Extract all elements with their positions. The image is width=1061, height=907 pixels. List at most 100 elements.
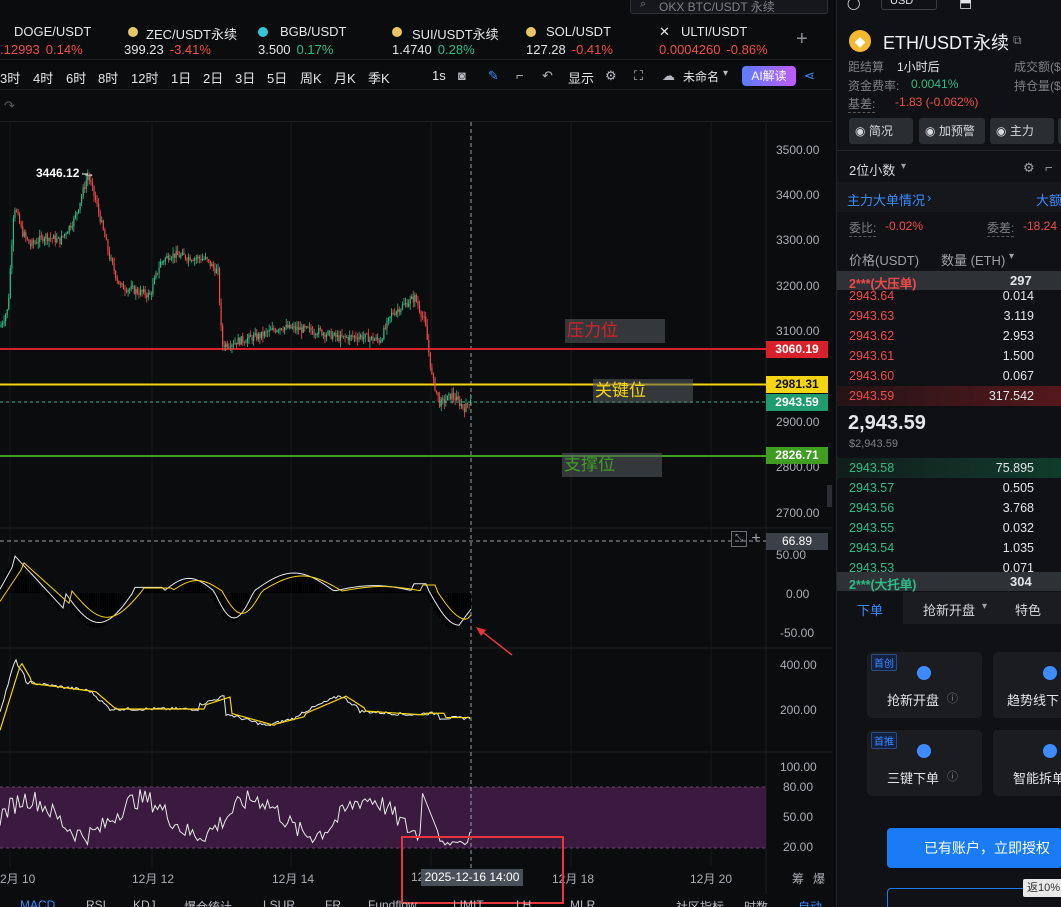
authorize-button[interactable]: 已有账户，立即授权: [887, 828, 1061, 868]
ask-row[interactable]: 2943.59 317.542: [849, 386, 1061, 406]
time-toggle[interactable]: 时数: [744, 900, 769, 907]
bid-row[interactable]: 2943.58 75.895: [849, 458, 1061, 478]
ask-row[interactable]: 2943.63 3.119: [849, 306, 1061, 326]
bid-row[interactable]: 2943.56 3.768: [849, 498, 1061, 518]
tab-features[interactable]: 特色: [1015, 603, 1042, 618]
tf-quarter[interactable]: 季K: [368, 71, 390, 86]
large-order-link[interactable]: 大额: [1036, 193, 1061, 208]
select-icon[interactable]: ⌐: [516, 68, 524, 83]
layout-selector[interactable]: 未命名: [683, 70, 720, 84]
expand-icon[interactable]: ⌐: [1045, 160, 1053, 175]
currency-selector[interactable]: USD: [881, 0, 937, 10]
candle-body: [203, 258, 205, 260]
candle-body: [364, 333, 366, 338]
ask-row[interactable]: 2943.61 1.500: [849, 346, 1061, 366]
feature-card-trendline[interactable]: 趋势线下: [993, 652, 1061, 718]
tab-rsi[interactable]: RSI: [86, 898, 107, 907]
ask-row[interactable]: 2943.60 0.067: [849, 366, 1061, 386]
settings-icon[interactable]: ⚙: [1023, 160, 1035, 175]
big-order-link[interactable]: 主力大单情况: [847, 193, 926, 208]
candle-body: [85, 180, 87, 189]
candle-body: [358, 336, 360, 340]
tf-3h[interactable]: 3时: [0, 71, 21, 86]
pair-title[interactable]: ETH/USDT永续: [883, 33, 1009, 53]
tab-fundflow[interactable]: Fundflow: [368, 898, 417, 907]
tab-kdj[interactable]: KDJ: [133, 898, 156, 907]
tf-1d[interactable]: 1日: [171, 71, 192, 86]
fullscreen-icon[interactable]: ⛶: [634, 68, 644, 83]
display-button[interactable]: 显示: [568, 71, 595, 86]
search-input[interactable]: OKX BTC/USDT 永续: [630, 0, 828, 14]
tf-4h[interactable]: 4时: [33, 71, 54, 86]
feature-card-new-listing[interactable]: 首创 抢新开盘 ⓘ: [867, 652, 982, 718]
alert-button[interactable]: ◉ 加预警: [919, 118, 985, 144]
support-annotation[interactable]: 支撑位: [562, 453, 662, 477]
key-level-annotation[interactable]: 关键位: [593, 379, 693, 403]
share-icon[interactable]: ⋖: [804, 68, 815, 83]
resistance-annotation[interactable]: 压力位: [565, 319, 665, 343]
camera-icon[interactable]: ◙: [458, 68, 466, 83]
main-force-button[interactable]: ◉ 主力: [990, 118, 1054, 144]
col-qty-header[interactable]: 数量 (ETH): [941, 253, 1006, 268]
tab-limit[interactable]: LIMIT: [453, 898, 484, 907]
overview-button[interactable]: ◉ 简况: [849, 118, 913, 144]
settings-icon[interactable]: ⚙: [605, 68, 617, 83]
macd-bar: [20, 565, 23, 593]
redo-icon[interactable]: ↷: [4, 98, 15, 113]
macd-bar: [106, 593, 109, 624]
candle-body: [307, 326, 309, 328]
tab-mlr[interactable]: MLR: [570, 898, 596, 907]
ai-interpret-button[interactable]: AI解读: [742, 66, 796, 86]
add-indicator-icon[interactable]: +: [751, 530, 761, 547]
tf-12h[interactable]: 12时: [131, 71, 159, 86]
tab-lsur[interactable]: LSUR: [263, 898, 296, 907]
user-icon[interactable]: ◯: [847, 0, 861, 10]
resize-icon[interactable]: ⤡: [731, 531, 747, 547]
tf-6h[interactable]: 6时: [66, 71, 87, 86]
feature-card-smart-split[interactable]: 智能拆单: [993, 730, 1061, 796]
pencil-icon[interactable]: ✎: [488, 68, 499, 83]
feature-card-three-key[interactable]: 首推 三键下单 ⓘ: [867, 730, 982, 796]
tf-5d[interactable]: 5日: [267, 71, 288, 86]
macd-bar: [196, 582, 199, 593]
add-ticker-icon[interactable]: +: [796, 28, 808, 50]
more-button[interactable]: [1058, 118, 1061, 144]
chip-distribution-toggle[interactable]: 筹: [792, 872, 805, 886]
tf-week[interactable]: 周K: [300, 71, 322, 86]
decimal-selector[interactable]: 2位小数: [849, 163, 896, 178]
undo-icon[interactable]: ↶: [542, 68, 553, 83]
tf-8h[interactable]: 8时: [98, 71, 119, 86]
download-icon[interactable]: ⬒: [959, 0, 973, 10]
tf-3d[interactable]: 3日: [235, 71, 256, 86]
macd-bar: [416, 585, 419, 593]
tf-month[interactable]: 月K: [334, 71, 356, 86]
tab-place-order[interactable]: 下单: [857, 603, 884, 618]
tab-macd[interactable]: MACD: [20, 898, 56, 907]
help-icon[interactable]: ⓘ: [947, 693, 958, 705]
community-indicator-button[interactable]: 社区指标: [676, 900, 725, 907]
macd-bar: [163, 589, 166, 593]
indicator-axis-label: 400.00: [780, 658, 817, 672]
ask-row[interactable]: 2943.62 2.953: [849, 326, 1061, 346]
liquidation-toggle[interactable]: 爆: [813, 872, 826, 886]
bid-row[interactable]: 2943.57 0.505: [849, 478, 1061, 498]
tf-2d[interactable]: 2日: [203, 71, 224, 86]
bid-row[interactable]: 2943.53 0.071: [849, 558, 1061, 572]
ticker-change: -0.86%: [726, 42, 768, 57]
ask-row[interactable]: 2943.64 0.014: [849, 286, 1061, 306]
tab-lh[interactable]: LH: [516, 898, 532, 907]
auto-scale-toggle[interactable]: 自动: [798, 900, 823, 907]
ask-price: 2943.63: [849, 309, 895, 323]
tab-fr[interactable]: FR: [325, 898, 341, 907]
bid-row[interactable]: 2943.54 1.035: [849, 538, 1061, 558]
bid-row[interactable]: 2943.55 0.032: [849, 518, 1061, 538]
tab-liquidation[interactable]: 爆仓统计: [184, 900, 233, 907]
candle-body: [415, 294, 417, 302]
tab-new-listing[interactable]: 抢新开盘: [923, 603, 976, 618]
chart-canvas[interactable]: [0, 122, 832, 894]
cloud-icon[interactable]: ☁: [662, 68, 675, 83]
copy-icon[interactable]: ⧉: [1013, 33, 1022, 47]
help-icon[interactable]: ⓘ: [947, 771, 958, 783]
interval-selector[interactable]: 1s: [432, 68, 446, 83]
signal-line: [0, 561, 472, 620]
